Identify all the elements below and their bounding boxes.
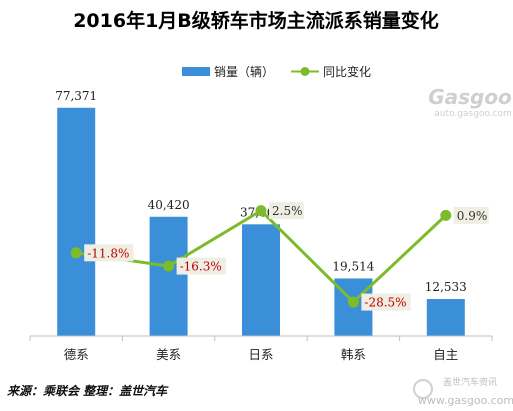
watermark-url-bottom: www.gasgoo.com [418, 394, 513, 407]
watermark-url-top: auto.gasgoo.com [434, 109, 512, 119]
watermark-bottom: 盖世汽车资讯 www.gasgoo.com [413, 376, 513, 407]
category-label-cat-1: 德系 [64, 347, 89, 362]
bar-cat-5 [426, 299, 465, 336]
change-label-cat-2: -16.3% [180, 260, 222, 274]
change-point-cat-1 [70, 247, 82, 259]
bar-value-label-cat-1: 77,371 [55, 89, 97, 103]
change-label-box-cat-1 [84, 244, 134, 262]
change-label-box-cat-3 [269, 202, 304, 220]
change-point-cat-4 [347, 296, 359, 308]
category-label-cat-4: 韩系 [341, 347, 366, 362]
category-label-cat-2: 美系 [156, 347, 181, 362]
change-label-cat-1: -11.8% [87, 246, 129, 260]
category-labels: 德系 美系 日系 韩系 自主 [64, 347, 459, 362]
watermark-logo-icon [413, 379, 433, 399]
bar-value-label-cat-5: 12,533 [425, 280, 467, 294]
chart-title: 2016年1月B级轿车市场主流派系销量变化 [73, 9, 439, 32]
bar-cat-1 [57, 107, 96, 336]
watermark-top: Gasgoo auto.gasgoo.com [428, 85, 512, 119]
change-point-cat-3 [255, 205, 267, 217]
change-label-box-cat-4 [361, 293, 411, 311]
category-label-cat-5: 自主 [433, 347, 458, 362]
bar-value-label-cat-4: 19,514 [332, 259, 374, 273]
legend-bar-swatch [182, 67, 210, 76]
legend: 销量（辆） 同比变化 [182, 64, 371, 79]
bar-value-label-cat-2: 40,420 [148, 198, 190, 212]
change-label-cat-4: -28.5% [364, 296, 406, 310]
category-label-cat-3: 日系 [248, 347, 273, 362]
change-label-box-cat-2 [176, 257, 226, 275]
legend-line-label: 同比变化 [323, 64, 371, 79]
change-label-cat-5: 0.9% [457, 209, 488, 223]
line-series [70, 205, 452, 308]
x-axis-ticks [29, 336, 493, 341]
watermark-brand-top: Gasgoo [428, 85, 512, 109]
change-point-cat-2 [163, 260, 175, 272]
change-label-box-cat-5 [453, 206, 489, 224]
change-label-cat-3: 2.5% [272, 204, 303, 218]
bar-cat-2 [149, 216, 188, 336]
bar-cat-3 [242, 224, 280, 336]
change-point-cat-5 [440, 209, 452, 221]
legend-bar-label: 销量（辆） [214, 65, 274, 79]
watermark-brand-bottom: 盖世汽车资讯 [443, 376, 497, 388]
legend-line-marker [300, 67, 310, 76]
line-value-labels: -11.8% -16.3% 2.5% -28.5% 0.9% [84, 202, 489, 311]
source-note: 来源：乘联会 整理：盖世汽车 [7, 384, 169, 398]
